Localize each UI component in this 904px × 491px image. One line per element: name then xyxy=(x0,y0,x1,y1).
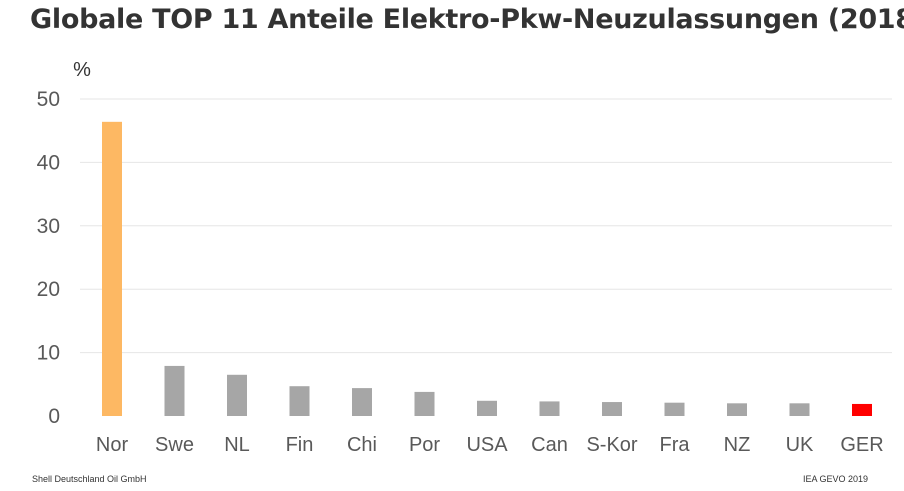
x-tick-label: NZ xyxy=(724,434,751,456)
y-axis-ticks: 0 10 20 30 40 50 xyxy=(37,88,60,428)
y-tick-label: 50 xyxy=(37,88,60,111)
bar-fra xyxy=(664,402,685,416)
y-tick-label: 30 xyxy=(37,215,60,238)
x-tick-label: NL xyxy=(224,434,250,456)
x-tick-label: Nor xyxy=(96,434,129,456)
x-tick-label: Can xyxy=(531,434,568,456)
bar-uk xyxy=(789,403,810,416)
bar-ger xyxy=(852,403,872,416)
y-tick-label: 40 xyxy=(37,151,60,174)
y-tick-label: 0 xyxy=(48,405,60,428)
bar-swe xyxy=(164,365,185,416)
x-tick-label: UK xyxy=(786,434,814,456)
x-tick-label: Swe xyxy=(155,434,194,456)
bar-por xyxy=(414,391,435,416)
bar-s-kor xyxy=(602,402,622,416)
x-tick-label: Fra xyxy=(660,434,691,456)
x-tick-label: USA xyxy=(466,434,508,456)
bar-nor xyxy=(102,121,122,416)
bars xyxy=(102,121,872,416)
x-tick-label: Chi xyxy=(347,434,377,456)
bar-usa xyxy=(477,400,497,416)
x-tick-label: S-Kor xyxy=(586,434,637,456)
bar-can xyxy=(539,401,560,416)
x-tick-label: Fin xyxy=(286,434,314,456)
bar-chi xyxy=(352,388,372,416)
bar-fin xyxy=(289,386,310,416)
bar-nz xyxy=(727,403,747,416)
y-tick-label: 20 xyxy=(37,278,60,301)
footer-company: Shell Deutschland Oil GmbH xyxy=(32,474,147,484)
x-tick-label: GER xyxy=(840,434,883,456)
y-tick-label: 10 xyxy=(37,342,60,365)
x-tick-label: Por xyxy=(409,434,440,456)
y-axis-label: % xyxy=(73,59,91,81)
gridlines xyxy=(80,98,892,354)
chart-title: Globale TOP 11 Anteile Elektro-Pkw-Neuzu… xyxy=(30,4,904,35)
x-axis-ticks: Nor Swe NL Fin Chi Por USA Can S-Kor Fra NZ UK GER xyxy=(96,434,884,456)
footer-source: IEA GEVO 2019 xyxy=(802,474,868,484)
bar-nl xyxy=(227,374,247,416)
